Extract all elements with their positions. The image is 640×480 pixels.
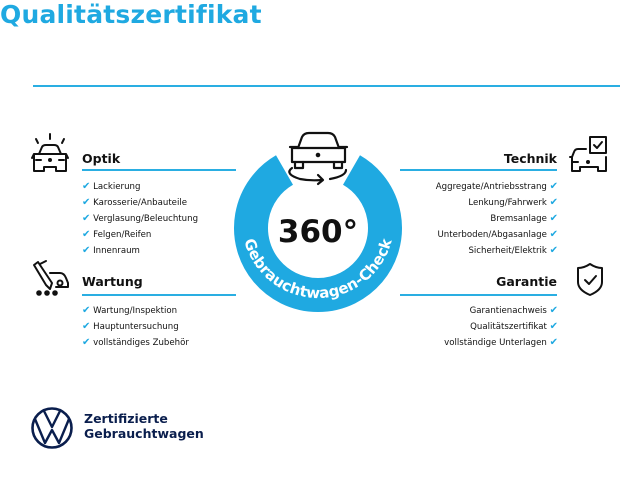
check-ring <box>234 155 402 313</box>
check-icon: ✔ <box>549 213 558 224</box>
check-icon: ✔ <box>549 337 558 348</box>
check-list-item: ✔ Karosserie/Anbauteile <box>82 195 198 211</box>
check-list-item: ✔ Hauptuntersuchung <box>82 319 189 335</box>
car-lights-icon <box>31 133 69 172</box>
check-list-item-label: Unterboden/Abgasanlage <box>437 230 547 240</box>
check-list-item: Unterboden/Abgasanlage ✔ <box>436 227 559 243</box>
page-title: Qualitätszertifikat <box>0 0 262 29</box>
wartung-list: ✔ Wartung/Inspektion ✔ Hauptuntersuchung ✔… <box>82 303 189 351</box>
check-icon: ✔ <box>549 229 558 240</box>
check-list-item: ✔ vollständiges Zubehör <box>82 335 189 351</box>
service-tools-icon <box>33 260 69 296</box>
section-heading-wartung: Wartung <box>82 274 143 289</box>
degree-value: 360° <box>278 214 358 250</box>
check-list-item: ✔ Verglasung/Beleuchtung <box>82 211 198 227</box>
check-list-item-label: Felgen/Reifen <box>93 230 152 240</box>
check-list-item-label: Garantienachweis <box>469 306 547 316</box>
check-icon: ✔ <box>82 213 91 224</box>
check-list-item: Bremsanlage ✔ <box>436 211 558 227</box>
vw-logo <box>31 407 73 449</box>
car-rotate-360-icon <box>288 131 349 186</box>
check-list-item: Sicherheit/Elektrik ✔ <box>436 243 558 259</box>
check-icon: ✔ <box>82 197 91 208</box>
section-divider-technik <box>400 169 557 171</box>
section-divider-garantie <box>400 294 557 296</box>
check-list-item: ✔ Lackierung <box>82 179 198 195</box>
check-list-item: Lenkung/Fahrwerk ✔ <box>436 195 558 211</box>
check-list-item-label: Qualitätszertifikat <box>470 322 547 332</box>
check-list-item: ✔ Wartung/Inspektion <box>82 303 189 319</box>
section-heading-technik: Technik <box>503 151 557 166</box>
check-list-item: ✔ Innenraum <box>82 243 198 259</box>
check-list-item-label: Wartung/Inspektion <box>93 306 178 316</box>
check-list-item-label: vollständiges Zubehör <box>93 338 189 348</box>
check-list-item: Aggregate/Antriebsstrang ✔ <box>436 179 558 195</box>
brand-line-1: Zertifizierte <box>84 411 168 426</box>
car-checklist-icon <box>569 136 607 172</box>
check-list-item-label: Karosserie/Anbauteile <box>93 198 188 208</box>
check-icon: ✔ <box>82 181 91 192</box>
shield-check-icon <box>577 263 603 296</box>
check-list-item: Garantienachweis ✔ <box>444 303 558 319</box>
check-list-item-label: vollständige Unterlagen <box>444 338 547 348</box>
optik-list: ✔ Lackierung ✔ Karosserie/Anbauteile ✔ Ver… <box>82 179 198 259</box>
title-divider <box>33 85 620 87</box>
check-list-item: Qualitätszertifikat ✔ <box>444 319 558 335</box>
check-icon: ✔ <box>549 321 558 332</box>
check-icon: ✔ <box>82 229 91 240</box>
section-heading-optik: Optik <box>82 151 121 166</box>
check-list-item-label: Verglasung/Beleuchtung <box>93 214 199 224</box>
check-list-item-label: Aggregate/Antriebsstrang <box>435 182 547 192</box>
ring-label: Gebrauchtwagen-Check <box>240 235 396 302</box>
check-list-item-label: Lackierung <box>93 182 141 192</box>
check-list-item-label: Hauptuntersuchung <box>93 322 179 332</box>
garantie-list: Garantienachweis ✔ Qualitätszertifikat ✔ v… <box>444 303 558 351</box>
check-list-item-label: Innenraum <box>93 246 140 256</box>
check-icon: ✔ <box>82 321 91 332</box>
check-icon: ✔ <box>549 305 558 316</box>
check-list-item: vollständige Unterlagen ✔ <box>444 335 558 351</box>
check-list-item-label: Sicherheit/Elektrik <box>468 246 547 256</box>
check-icon: ✔ <box>549 181 558 192</box>
check-icon: ✔ <box>82 245 91 256</box>
check-list-item-label: Bremsanlage <box>490 214 547 224</box>
brand-wordmark: Zertifizierte Gebrauchtwagen <box>84 411 204 441</box>
section-heading-garantie: Garantie <box>496 274 557 289</box>
check-icon: ✔ <box>82 305 91 316</box>
brand-line-2: Gebrauchtwagen <box>84 426 204 441</box>
check-list-item-label: Lenkung/Fahrwerk <box>468 198 547 208</box>
section-divider-wartung <box>82 294 236 296</box>
check-icon: ✔ <box>549 245 558 256</box>
technik-list: Aggregate/Antriebsstrang ✔ Lenkung/Fahrwe… <box>436 179 558 259</box>
section-divider-optik <box>82 169 236 171</box>
check-icon: ✔ <box>82 337 91 348</box>
check-icon: ✔ <box>549 197 558 208</box>
check-list-item: ✔ Felgen/Reifen <box>82 227 198 243</box>
